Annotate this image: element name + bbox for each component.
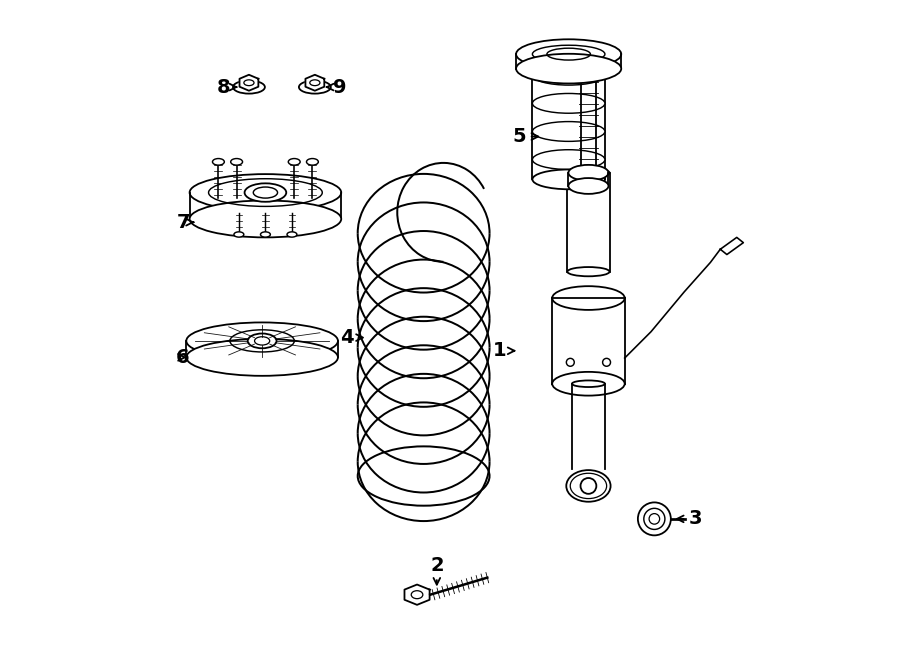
Ellipse shape [553,286,625,310]
Text: 4: 4 [339,328,363,347]
Ellipse shape [186,322,338,359]
Ellipse shape [230,158,242,165]
Ellipse shape [299,81,331,93]
Ellipse shape [553,372,625,396]
Ellipse shape [566,470,610,502]
Text: 3: 3 [677,509,703,528]
Ellipse shape [288,158,301,165]
Ellipse shape [533,122,605,142]
Ellipse shape [567,267,609,276]
Ellipse shape [569,178,608,194]
Ellipse shape [567,168,609,177]
Ellipse shape [186,339,338,376]
Ellipse shape [572,381,605,387]
Ellipse shape [516,54,621,83]
Ellipse shape [569,165,608,181]
Ellipse shape [533,66,605,85]
Text: 6: 6 [176,348,190,367]
Ellipse shape [190,174,341,211]
Ellipse shape [533,169,605,189]
Circle shape [638,502,670,536]
Text: 8: 8 [216,77,237,97]
Ellipse shape [516,39,621,69]
Ellipse shape [287,232,297,237]
Ellipse shape [233,81,265,93]
Polygon shape [404,585,429,605]
Ellipse shape [190,201,341,238]
Ellipse shape [260,232,270,237]
Ellipse shape [533,93,605,113]
Ellipse shape [234,232,244,237]
Text: 2: 2 [430,555,444,585]
Text: 1: 1 [493,342,515,360]
Ellipse shape [307,158,319,165]
Polygon shape [305,75,324,91]
Polygon shape [239,75,258,91]
Text: 7: 7 [177,213,194,232]
Ellipse shape [533,45,605,63]
Text: 5: 5 [512,127,538,146]
Ellipse shape [533,150,605,169]
Ellipse shape [212,158,224,165]
Text: 9: 9 [327,77,346,97]
Ellipse shape [245,183,286,202]
Ellipse shape [248,334,276,348]
